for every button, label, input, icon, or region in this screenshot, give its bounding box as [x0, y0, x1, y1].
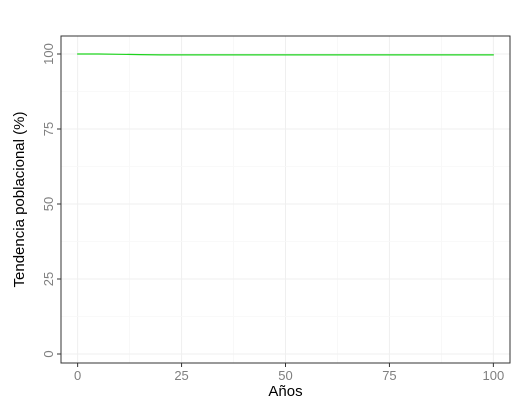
- axis-ticks: 0 25 50 75 100 0 25 50 75 100: [41, 43, 504, 383]
- y-tick-label-2: 50: [41, 197, 56, 211]
- x-tick-label-4: 100: [483, 368, 505, 383]
- y-axis-title: Tendencia poblacional (%): [11, 112, 28, 288]
- x-tick-label-2: 50: [278, 368, 292, 383]
- x-tick-label-0: 0: [74, 368, 81, 383]
- grid-lines: [61, 36, 510, 363]
- x-tick-label-3: 75: [382, 368, 396, 383]
- y-tick-label-1: 25: [41, 272, 56, 286]
- series-line-0: [77, 53, 494, 56]
- y-tick-label-3: 75: [41, 122, 56, 136]
- x-axis-title: Años: [268, 383, 302, 400]
- series-lines: [77, 53, 494, 56]
- x-tick-label-1: 25: [174, 368, 188, 383]
- y-tick-label-0: 0: [41, 350, 56, 357]
- y-tick-label-4: 100: [41, 43, 56, 65]
